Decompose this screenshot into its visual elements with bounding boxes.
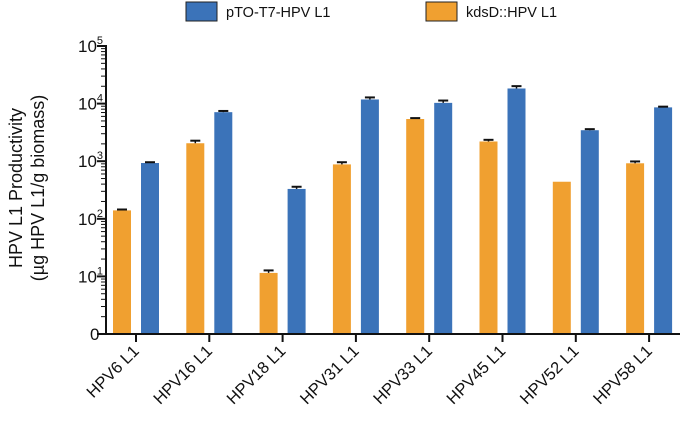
x-tick-label: HPV31 L1 — [297, 342, 363, 408]
y-tick-label: 0 — [90, 325, 99, 344]
bar — [479, 141, 498, 334]
y-axis-ticks: 0 101 102 103 104 105 — [78, 35, 106, 344]
y-tick-label: 105 — [78, 35, 103, 56]
bar — [580, 130, 599, 334]
y-tick-label: 102 — [78, 208, 103, 229]
bar — [626, 163, 645, 334]
bars — [113, 85, 673, 335]
legend-label-kdsd: kdsD::HPV L1 — [466, 5, 557, 21]
legend-label-pto-t7: pTO-T7-HPV L1 — [226, 5, 331, 21]
bar — [113, 210, 131, 334]
x-axis-labels: HPV6 L1 HPV16 L1 HPV18 L1 HPV31 L1 HPV33 L1 H… — [83, 334, 656, 408]
bar — [507, 88, 526, 334]
y-tick-exponent: 1 — [97, 265, 103, 277]
y-axis-title-line-1: HPV L1 Productivity — [6, 108, 26, 268]
x-tick-label: HPV52 L1 — [517, 342, 583, 408]
legend: pTO-T7-HPV L1 kdsD::HPV L1 — [185, 1, 557, 22]
y-tick-label: 101 — [78, 265, 103, 286]
y-axis-title: HPV L1 Productivity (µg HPV L1/g biomass… — [6, 95, 48, 281]
bar — [259, 272, 278, 334]
bar — [406, 119, 425, 334]
bar — [214, 112, 233, 335]
y-tick-label: 104 — [78, 93, 103, 114]
bar — [141, 163, 159, 334]
x-tick-label: HPV58 L1 — [590, 342, 656, 408]
x-tick-label: HPV33 L1 — [370, 342, 436, 408]
x-tick-label: HPV6 L1 — [83, 342, 142, 401]
legend-swatch-pto-t7 — [185, 1, 218, 22]
legend-swatch-kdsd — [425, 1, 458, 22]
y-axis-title-line-2: (µg HPV L1/g biomass) — [28, 95, 48, 281]
x-tick-label: HPV45 L1 — [443, 342, 509, 408]
y-tick-exponent: 2 — [97, 208, 103, 220]
y-tick-exponent: 4 — [97, 93, 103, 105]
bar — [186, 143, 205, 334]
y-tick-exponent: 5 — [97, 35, 103, 47]
y-tick-label: 103 — [78, 150, 103, 171]
bar — [332, 164, 351, 334]
x-tick-label: HPV16 L1 — [150, 342, 216, 408]
bar — [552, 181, 571, 334]
bar — [434, 102, 453, 335]
bar — [287, 188, 306, 334]
x-tick-label: HPV18 L1 — [224, 342, 290, 408]
y-tick-exponent: 3 — [97, 150, 103, 162]
bar — [654, 107, 673, 334]
bar — [360, 99, 379, 334]
